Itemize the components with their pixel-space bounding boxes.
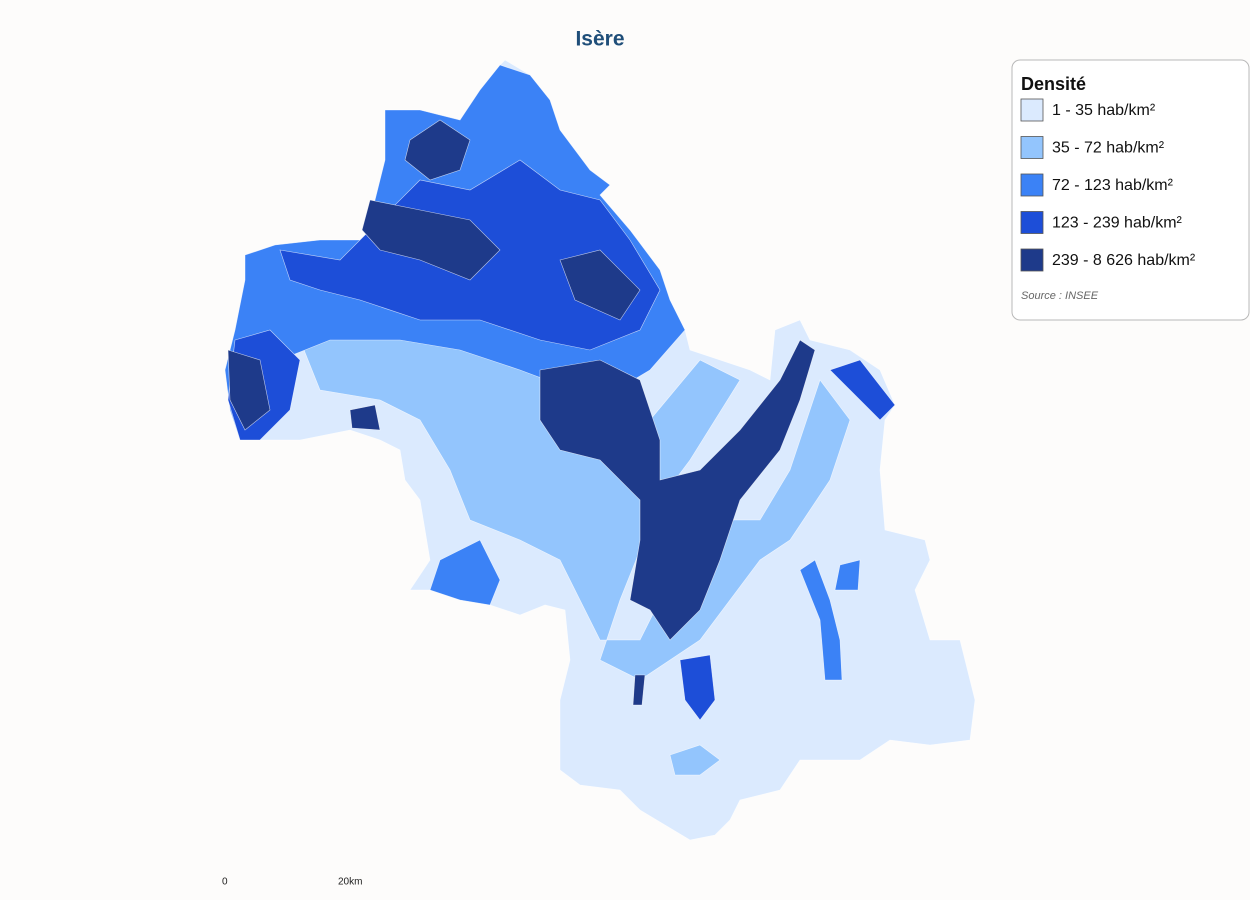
department xyxy=(224,59,976,841)
region xyxy=(361,199,501,281)
map-title: Isère xyxy=(575,28,624,51)
legend-swatch xyxy=(1020,136,1044,159)
legend-label: 35 - 72 hab/km² xyxy=(1052,140,1165,157)
legend-label: 1 - 35 hab/km² xyxy=(1052,102,1156,119)
legend-swatch xyxy=(1020,211,1044,234)
region xyxy=(429,539,501,606)
region xyxy=(799,559,843,681)
scale-start: 0 xyxy=(222,877,228,888)
legend-box xyxy=(1011,59,1250,321)
region xyxy=(559,249,641,321)
legend-swatch xyxy=(1020,248,1044,272)
legend-label: 239 - 8 626 hab/km² xyxy=(1052,252,1196,269)
region xyxy=(669,744,721,776)
legend-swatch xyxy=(1020,173,1044,197)
region xyxy=(632,674,646,706)
legend-source: Source : INSEE xyxy=(1021,290,1099,302)
region xyxy=(539,339,816,641)
legend: Densité 1 - 35 hab/km² 35 - 72 hab/km² 72 … xyxy=(1011,59,1250,321)
region xyxy=(227,349,271,431)
region xyxy=(829,359,896,421)
scale-end: 20km xyxy=(338,877,362,888)
legend-label: 72 - 123 hab/km² xyxy=(1052,177,1174,194)
region xyxy=(404,119,471,181)
region xyxy=(834,559,861,591)
legend-swatch xyxy=(1020,98,1044,122)
legend-title: Densité xyxy=(1021,74,1086,94)
legend-items: 1 - 35 hab/km² 35 - 72 hab/km² 72 - 123 ha… xyxy=(1020,98,1196,272)
legend-label: 123 - 239 hab/km² xyxy=(1052,215,1183,232)
region xyxy=(299,329,851,681)
region xyxy=(349,404,381,431)
region xyxy=(679,654,716,721)
